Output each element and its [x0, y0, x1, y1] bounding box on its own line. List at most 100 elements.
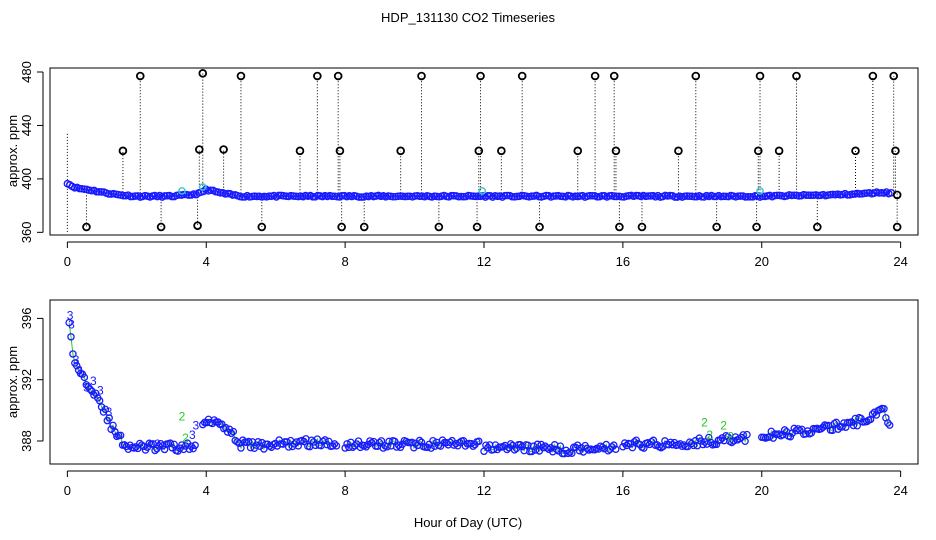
- bottom-flag-3-label: 3: [154, 437, 161, 451]
- bottom-data-point: [838, 423, 846, 431]
- top-high-outlier-point: [851, 146, 860, 156]
- bottom-data-point: [780, 426, 789, 434]
- bottom-data-point: [101, 405, 110, 414]
- top-data-point: [513, 192, 521, 201]
- bottom-data-point: [533, 440, 542, 449]
- bottom-flag-3-label: 3: [106, 405, 113, 419]
- top-data-point: [126, 192, 135, 201]
- top-plot-frame: [49, 67, 919, 236]
- bottom-y-axis-label: approx. ppm: [5, 346, 20, 418]
- top-data-point: [238, 193, 247, 201]
- top-data-point: [131, 192, 140, 200]
- bottom-data-point: [116, 431, 125, 440]
- bottom-data-point: [191, 441, 199, 450]
- top-high-outlier-point: [194, 145, 204, 154]
- bottom-data-point: [807, 429, 816, 437]
- top-data-point: [683, 192, 691, 200]
- bottom-data-point: [294, 442, 302, 450]
- bottom-data-point: [92, 389, 100, 398]
- top-data-point: [328, 192, 337, 201]
- top-data-point: [736, 192, 745, 200]
- bottom-data-point: [503, 445, 511, 454]
- top-data-point: [848, 190, 857, 198]
- bottom-flag-3-label: 3: [189, 428, 196, 442]
- top-data-point: [588, 191, 597, 200]
- top-data-point: [671, 193, 679, 201]
- top-data-point: [746, 193, 755, 201]
- bottom-data-point: [743, 430, 751, 439]
- top-data-point: [447, 191, 456, 200]
- top-data-point: [357, 193, 366, 201]
- top-data-point: [598, 192, 606, 200]
- top-end-point: [892, 190, 902, 200]
- top-data-point: [593, 193, 601, 201]
- top-data-point: [829, 190, 837, 199]
- top-data-point: [644, 192, 653, 200]
- bottom-data-point: [608, 443, 616, 451]
- bottom-flag-2-label: 2: [706, 428, 713, 442]
- top-data-point: [216, 189, 225, 197]
- bottom-data-point: [210, 416, 218, 424]
- top-data-point: [275, 191, 283, 200]
- bottom-data-point: [330, 440, 339, 448]
- bottom-data-point: [229, 427, 238, 436]
- top-high-outlier-point: [611, 146, 621, 156]
- bottom-data-point: [716, 436, 725, 444]
- bottom-flag-2-label: 2: [701, 416, 708, 430]
- bottom-data-point: [88, 387, 96, 396]
- top-low-outlier-point: [637, 222, 647, 232]
- top-low-outlier-point: [752, 222, 761, 232]
- top-panel: approx. ppm 0 4 8 12 16 20 24 360 400 440 480: [5, 61, 919, 269]
- bottom-data-point: [794, 425, 802, 433]
- top-low-outlier-point: [892, 222, 902, 232]
- bottom-data-point: [775, 430, 783, 438]
- bottom-data-point: [82, 380, 91, 389]
- bottom-data-point: [427, 444, 435, 452]
- bottom-data-point: [67, 333, 75, 341]
- bottom-data-point: [366, 437, 374, 445]
- bottom-data-point: [868, 410, 877, 418]
- bottom-data-point: [786, 432, 795, 441]
- top-data-point: [734, 192, 742, 200]
- bottom-flag-3-label: 3: [76, 364, 83, 378]
- top-data-point: [119, 191, 128, 200]
- top-low-outlier-point: [156, 222, 166, 232]
- top-data-point: [690, 192, 699, 201]
- top-x-tick-label: 4: [203, 254, 210, 269]
- top-x-tick-label: 20: [755, 254, 769, 269]
- bottom-data-point: [221, 423, 230, 432]
- top-y-tick-label: 440: [19, 115, 34, 137]
- bottom-data-point: [86, 385, 94, 394]
- bottom-data-point: [379, 444, 388, 452]
- bottom-data-point: [332, 442, 341, 450]
- top-data-point: [471, 192, 480, 201]
- bottom-x-tick-label: 12: [477, 483, 491, 498]
- bottom-flag-3-label: 3: [192, 419, 199, 433]
- top-data-point: [97, 188, 106, 196]
- top-data-point: [790, 191, 798, 200]
- top-low-outlier-point: [82, 222, 91, 232]
- top-high-outlier-point: [236, 71, 246, 81]
- bottom-data-point: [341, 444, 349, 452]
- top-low-outlier-point: [472, 222, 482, 232]
- top-high-outlier-point: [313, 71, 322, 81]
- top-data-point: [586, 191, 594, 200]
- bottom-data-point: [155, 442, 163, 450]
- top-data-point: [632, 191, 640, 200]
- top-data-point: [685, 192, 694, 201]
- top-data-point: [459, 192, 468, 201]
- bottom-data-point: [417, 438, 426, 447]
- bottom-data-point: [612, 445, 620, 453]
- top-high-outlier-point: [590, 71, 600, 81]
- top-low-outlier-point: [712, 222, 721, 232]
- bottom-data-point: [832, 418, 840, 427]
- bottom-data-point: [410, 444, 418, 452]
- bottom-data-point: [626, 440, 635, 448]
- bottom-flag-2-label: 2: [179, 409, 186, 423]
- top-data-point: [338, 191, 346, 200]
- top-high-outlier-point: [118, 146, 128, 156]
- top-flagged-point: [756, 187, 764, 195]
- top-data-point: [454, 192, 463, 201]
